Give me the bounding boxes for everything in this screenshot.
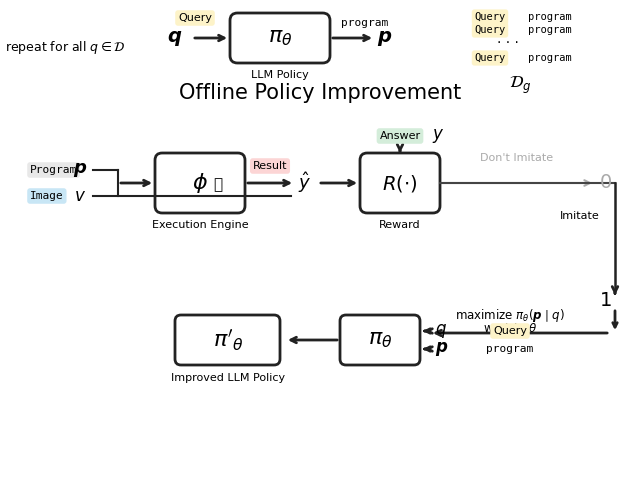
FancyBboxPatch shape (175, 315, 280, 365)
Text: program: program (528, 12, 572, 22)
Text: $\hat{y}$: $\hat{y}$ (298, 170, 312, 196)
Text: Query: Query (474, 53, 506, 63)
Text: Image: Image (30, 191, 64, 201)
Text: 1: 1 (600, 290, 612, 310)
Text: Offline Policy Improvement: Offline Policy Improvement (179, 83, 461, 103)
Text: $v$: $v$ (74, 187, 86, 205)
Text: Query: Query (178, 13, 212, 23)
Text: $\pi_\theta$: $\pi_\theta$ (268, 28, 292, 48)
Text: $\boldsymbol{q}$: $\boldsymbol{q}$ (167, 28, 182, 47)
Text: · · ·: · · · (497, 36, 519, 50)
Text: repeat for all $q \in \mathcal{D}$: repeat for all $q \in \mathcal{D}$ (5, 40, 125, 57)
Text: Improved LLM Policy: Improved LLM Policy (171, 373, 285, 383)
FancyBboxPatch shape (230, 13, 330, 63)
Text: $\boldsymbol{p}$: $\boldsymbol{p}$ (378, 28, 393, 47)
Text: 🐍: 🐍 (213, 177, 223, 193)
Text: 0: 0 (600, 173, 612, 193)
FancyBboxPatch shape (155, 153, 245, 213)
Text: program: program (528, 53, 572, 63)
Text: $\phi$: $\phi$ (192, 171, 208, 195)
Text: Query: Query (474, 25, 506, 35)
Text: Imitate: Imitate (560, 211, 600, 221)
FancyBboxPatch shape (360, 153, 440, 213)
Text: program: program (341, 18, 388, 28)
Text: Answer: Answer (380, 131, 420, 141)
Text: Execution Engine: Execution Engine (152, 220, 248, 230)
FancyBboxPatch shape (340, 315, 420, 365)
Text: $\boldsymbol{p}$: $\boldsymbol{p}$ (73, 161, 87, 179)
Text: maximize $\pi_\theta(\boldsymbol{p} \mid q)$: maximize $\pi_\theta(\boldsymbol{p} \mid… (455, 307, 565, 324)
Text: program: program (486, 344, 534, 354)
Text: Query: Query (474, 12, 506, 22)
Text: Query: Query (493, 326, 527, 336)
Text: $\mathcal{D}_g$: $\mathcal{D}_g$ (509, 75, 531, 96)
Text: $\pi'_\theta$: $\pi'_\theta$ (212, 327, 243, 353)
Text: Reward: Reward (379, 220, 421, 230)
Text: $q$: $q$ (435, 322, 447, 340)
Text: $R(\cdot)$: $R(\cdot)$ (382, 172, 418, 194)
Text: Program: Program (30, 165, 77, 175)
Text: w.r.t to $\theta$: w.r.t to $\theta$ (483, 323, 538, 336)
Text: Don't Imitate: Don't Imitate (480, 153, 553, 163)
Text: program: program (528, 25, 572, 35)
Text: LLM Policy: LLM Policy (251, 70, 309, 80)
Text: $\pi_\theta$: $\pi_\theta$ (368, 330, 392, 350)
Text: $\boldsymbol{p}$: $\boldsymbol{p}$ (435, 340, 449, 358)
Text: $y$: $y$ (432, 127, 444, 145)
Text: Result: Result (253, 161, 287, 171)
